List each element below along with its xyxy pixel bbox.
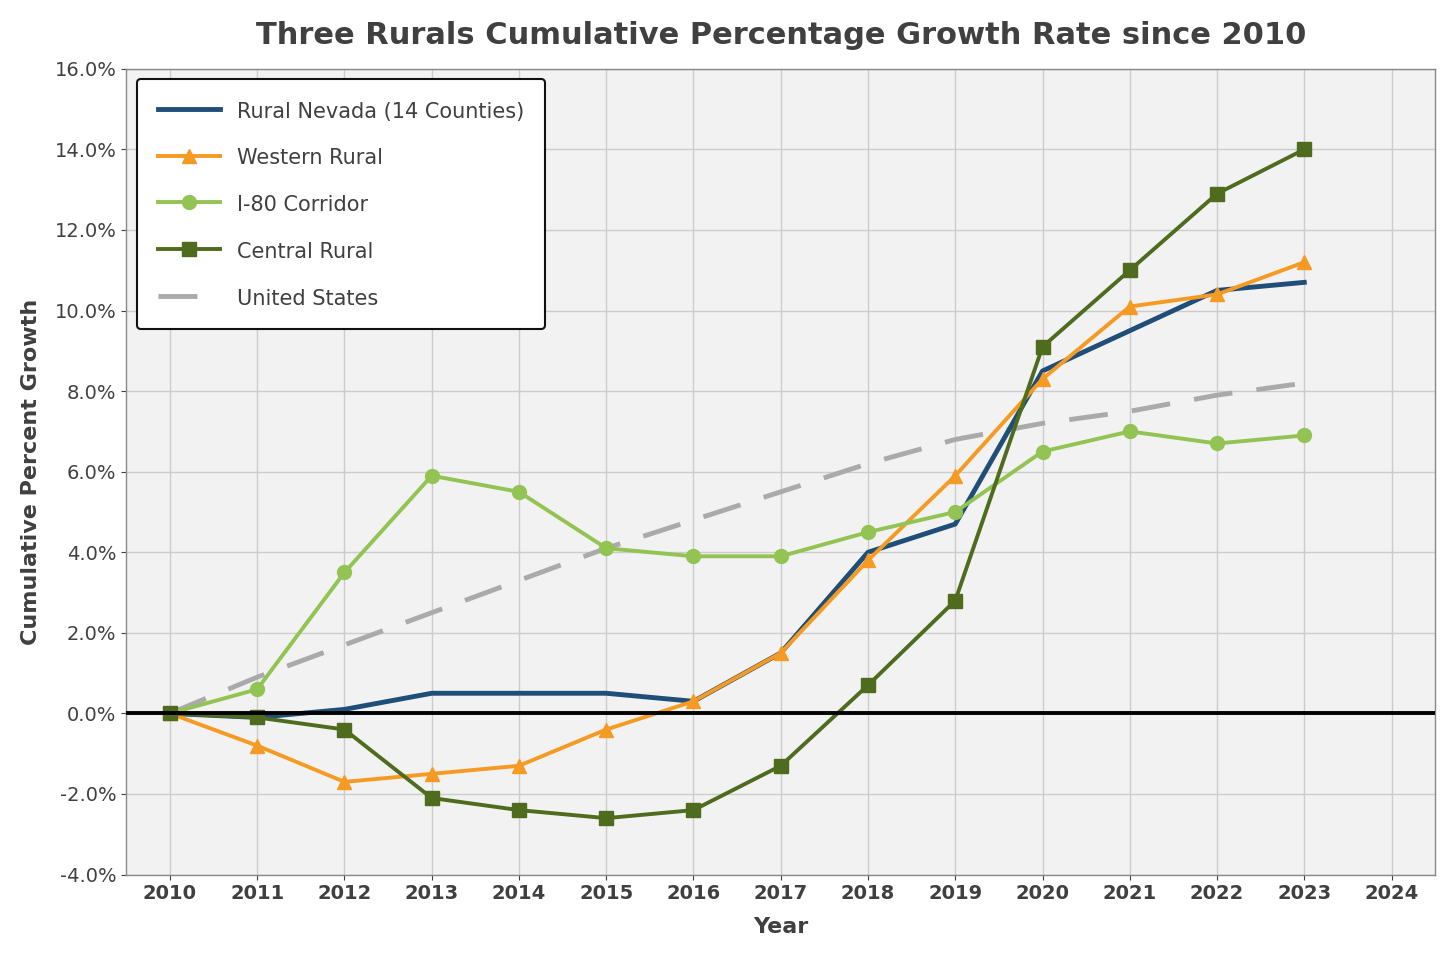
Central Rural bbox=[1034, 341, 1051, 353]
Rural Nevada (14 Counties) bbox=[1296, 277, 1313, 288]
X-axis label: Year: Year bbox=[753, 917, 808, 937]
Central Rural bbox=[1208, 188, 1226, 199]
I-80 Corridor bbox=[510, 486, 527, 497]
Central Rural bbox=[597, 812, 614, 824]
United States bbox=[249, 672, 266, 683]
Central Rural bbox=[772, 760, 789, 771]
United States bbox=[424, 607, 441, 619]
Line: Rural Nevada (14 Counties): Rural Nevada (14 Counties) bbox=[170, 283, 1305, 718]
I-80 Corridor bbox=[336, 567, 354, 579]
Western Rural bbox=[597, 724, 614, 736]
Y-axis label: Cumulative Percent Growth: Cumulative Percent Growth bbox=[20, 299, 41, 645]
Line: Western Rural: Western Rural bbox=[163, 255, 1312, 788]
United States bbox=[336, 639, 354, 650]
United States bbox=[684, 514, 702, 526]
Central Rural bbox=[859, 679, 877, 691]
United States bbox=[946, 434, 964, 445]
United States bbox=[772, 486, 789, 497]
Rural Nevada (14 Counties) bbox=[336, 703, 354, 715]
United States bbox=[1296, 377, 1313, 389]
Western Rural bbox=[946, 470, 964, 482]
I-80 Corridor bbox=[772, 551, 789, 562]
Western Rural bbox=[162, 708, 179, 719]
Western Rural bbox=[510, 760, 527, 771]
United States bbox=[1034, 418, 1051, 429]
Rural Nevada (14 Counties) bbox=[424, 688, 441, 699]
Line: I-80 Corridor: I-80 Corridor bbox=[163, 424, 1312, 720]
Central Rural bbox=[424, 792, 441, 804]
I-80 Corridor bbox=[1034, 445, 1051, 457]
Central Rural bbox=[1296, 144, 1313, 155]
I-80 Corridor bbox=[1296, 430, 1313, 442]
I-80 Corridor bbox=[1208, 438, 1226, 449]
United States bbox=[859, 458, 877, 469]
Western Rural bbox=[1034, 374, 1051, 385]
Central Rural bbox=[162, 708, 179, 719]
United States bbox=[1121, 405, 1139, 417]
Rural Nevada (14 Counties) bbox=[946, 518, 964, 530]
Rural Nevada (14 Counties) bbox=[1208, 285, 1226, 296]
Western Rural bbox=[859, 555, 877, 566]
Central Rural bbox=[336, 724, 354, 736]
I-80 Corridor bbox=[859, 526, 877, 537]
I-80 Corridor bbox=[946, 506, 964, 517]
Rural Nevada (14 Counties) bbox=[597, 688, 614, 699]
I-80 Corridor bbox=[1121, 425, 1139, 437]
Western Rural bbox=[1121, 301, 1139, 312]
I-80 Corridor bbox=[162, 708, 179, 719]
Rural Nevada (14 Counties) bbox=[859, 546, 877, 558]
Western Rural bbox=[772, 648, 789, 659]
Line: Central Rural: Central Rural bbox=[163, 143, 1312, 825]
Western Rural bbox=[249, 740, 266, 751]
Western Rural bbox=[336, 776, 354, 787]
Central Rural bbox=[946, 595, 964, 606]
Rural Nevada (14 Counties) bbox=[162, 708, 179, 719]
Central Rural bbox=[249, 712, 266, 723]
Western Rural bbox=[684, 696, 702, 707]
Central Rural bbox=[510, 805, 527, 816]
Central Rural bbox=[1121, 264, 1139, 276]
Central Rural bbox=[684, 805, 702, 816]
Rural Nevada (14 Counties) bbox=[684, 696, 702, 707]
I-80 Corridor bbox=[684, 551, 702, 562]
Rural Nevada (14 Counties) bbox=[772, 648, 789, 659]
United States bbox=[162, 708, 179, 719]
Line: United States: United States bbox=[170, 383, 1305, 714]
United States bbox=[597, 542, 614, 554]
Legend: Rural Nevada (14 Counties), Western Rural, I-80 Corridor, Central Rural, United : Rural Nevada (14 Counties), Western Rura… bbox=[137, 80, 545, 330]
Rural Nevada (14 Counties) bbox=[249, 712, 266, 723]
I-80 Corridor bbox=[597, 542, 614, 554]
Rural Nevada (14 Counties) bbox=[510, 688, 527, 699]
Western Rural bbox=[424, 768, 441, 780]
I-80 Corridor bbox=[249, 683, 266, 695]
United States bbox=[1208, 389, 1226, 400]
Western Rural bbox=[1296, 257, 1313, 268]
Title: Three Rurals Cumulative Percentage Growth Rate since 2010: Three Rurals Cumulative Percentage Growt… bbox=[256, 21, 1306, 50]
United States bbox=[510, 575, 527, 586]
Rural Nevada (14 Counties) bbox=[1121, 325, 1139, 336]
I-80 Corridor bbox=[424, 470, 441, 482]
Western Rural bbox=[1208, 288, 1226, 300]
Rural Nevada (14 Counties) bbox=[1034, 365, 1051, 376]
